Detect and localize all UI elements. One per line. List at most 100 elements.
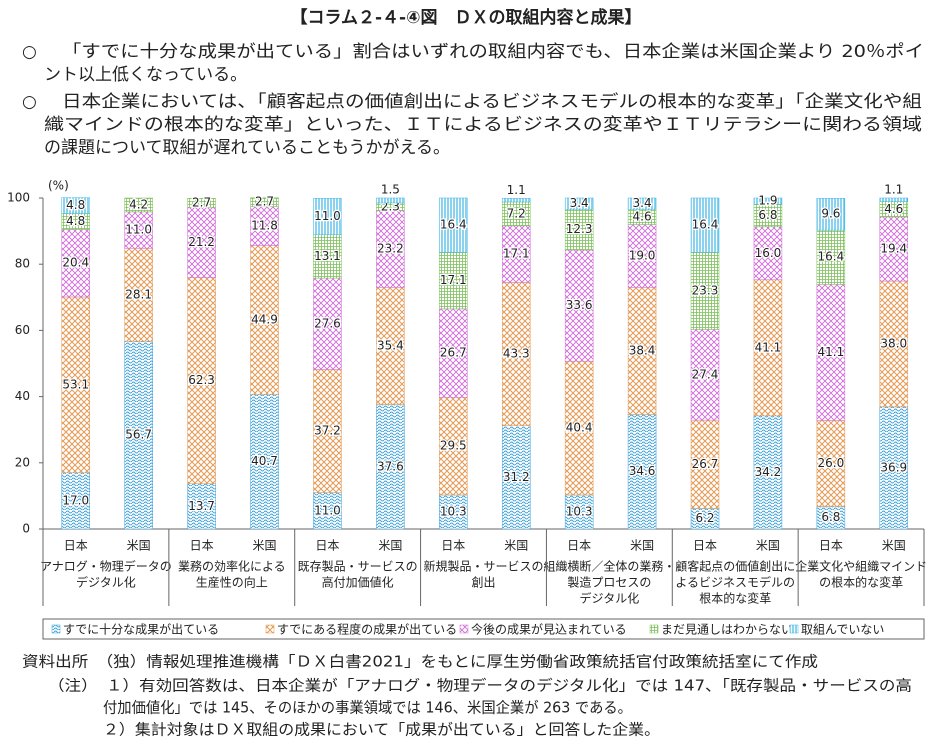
x-tick-label: 日本	[693, 539, 717, 553]
y-tick-label: 60	[15, 323, 30, 337]
x-tick-label: 米国	[378, 539, 402, 553]
bar-segment	[187, 483, 216, 530]
bar-segment	[187, 198, 216, 208]
bar-segment	[313, 369, 342, 493]
bar-segment	[753, 197, 783, 205]
group-label: 製造プロセスの	[567, 576, 651, 590]
bar-segment	[439, 494, 468, 530]
data-label: 16.4	[440, 218, 467, 232]
bar-segment	[313, 234, 342, 279]
group-label: の根本的な変革	[819, 575, 903, 590]
bar-segment	[627, 197, 657, 210]
data-label: 11.0	[314, 503, 341, 517]
data-label: 41.1	[818, 345, 845, 359]
data-label: 4.8	[66, 198, 85, 212]
bar-segment	[564, 249, 594, 362]
data-label: 3.4	[570, 196, 589, 210]
source: 資料出所 （独）情報処理推進機構「ＤＸ白書2021」をもとに厚生労働省政策統括官…	[22, 653, 818, 671]
group-label: 創出	[471, 576, 495, 590]
data-label: 4.6	[633, 209, 652, 223]
bar-segment	[501, 425, 531, 530]
data-label: 10.3	[440, 504, 467, 518]
y-tick-label: 100	[7, 191, 30, 205]
bar-segment	[564, 209, 594, 251]
group-label: 組織横断／全体の業務・	[543, 559, 675, 574]
y-axis-label: (%)	[48, 179, 69, 193]
bar-segment	[439, 397, 468, 496]
bar-segment	[690, 419, 720, 509]
bar-segment	[124, 341, 153, 530]
bar-segment	[753, 415, 783, 530]
data-label: 6.2	[695, 511, 714, 525]
group-label: 既存製品・サービスの	[298, 560, 418, 574]
x-tick-label: 米国	[882, 539, 906, 553]
y-tick-label: 40	[15, 389, 30, 403]
bar-segment	[501, 198, 531, 203]
data-label: 3.4	[633, 196, 652, 210]
data-label: 62.3	[188, 373, 215, 387]
data-label: 19.0	[629, 248, 656, 262]
x-tick-label: 米国	[127, 539, 151, 553]
bar-segment	[501, 225, 531, 283]
bar-segment	[250, 197, 279, 207]
bar-segment	[690, 252, 720, 330]
data-label: 2.7	[255, 195, 274, 209]
bullet-line: 日本企業においては、「顧客起点の価値創出によるビジネスモデルの根本的な変革」「企…	[62, 91, 922, 112]
data-label: 16.4	[692, 218, 719, 232]
data-label: 38.0	[880, 336, 907, 350]
data-label: 1.1	[884, 183, 903, 197]
data-label: 1.1	[507, 183, 526, 197]
data-label: 26.7	[440, 346, 467, 360]
bullet-line: 織マインドの根本的な変革」といった、ＩＴによるビジネスの変革やＩＴリテラシーに関…	[44, 115, 922, 135]
bar-segment	[816, 284, 846, 421]
data-label: 38.4	[629, 343, 656, 357]
data-label: 7.2	[507, 206, 526, 220]
bar-segment	[61, 472, 90, 530]
data-label: 26.7	[692, 457, 719, 471]
data-label: 23.2	[377, 241, 404, 255]
bar-segment	[816, 198, 846, 231]
data-label: 34.2	[755, 465, 782, 479]
data-label: 6.8	[758, 208, 777, 222]
bar-segment	[376, 210, 405, 288]
x-tick-label: 米国	[756, 539, 780, 553]
legend-swatch	[649, 624, 659, 634]
x-tick-label: 日本	[64, 539, 88, 553]
legend-swatch	[265, 624, 275, 634]
bar-segment	[627, 414, 657, 530]
data-label: 40.7	[251, 454, 278, 468]
legend-swatch	[51, 624, 61, 634]
bullet-line: 「すでに十分な成果が出ている」割合はいずれの取組内容でも、日本企業は米国企業より…	[62, 42, 924, 62]
bar-segment	[753, 279, 783, 417]
y-tick-label: 80	[15, 257, 30, 271]
bar-segment	[250, 245, 279, 395]
group-label: 顧客起点の価値創出に	[675, 559, 795, 574]
bar-segment	[816, 229, 846, 285]
note: （注） １）有効回答数は、日本企業が「アナログ・物理データのデジタル化」では 1…	[48, 677, 912, 695]
legend-label: まだ見通しはわからない	[661, 623, 793, 637]
data-label: 29.5	[440, 439, 467, 453]
data-label: 40.4	[566, 421, 593, 435]
x-tick-label: 日本	[441, 539, 465, 553]
bar-segment	[690, 197, 720, 253]
bar-segment	[564, 360, 594, 496]
x-tick-label: 米国	[630, 539, 654, 553]
data-label: 31.2	[503, 470, 530, 484]
bar-segment	[313, 492, 342, 530]
legend-swatch	[789, 624, 799, 634]
bar-segment	[564, 197, 594, 210]
data-label: 1.5	[381, 183, 400, 197]
bar-segment	[61, 197, 90, 214]
x-tick-label: 日本	[819, 539, 843, 553]
bar-segment	[439, 308, 468, 398]
group-label: 新規製品・サービスの	[423, 559, 543, 574]
x-tick-label: 日本	[190, 539, 214, 553]
data-label: 21.2	[188, 235, 215, 249]
bullet-marker: ○	[22, 92, 37, 112]
bar-segment	[627, 224, 657, 288]
group-label: 企業文化や組織マインド	[795, 559, 927, 574]
data-label: 17.0	[62, 493, 89, 507]
bar-segment	[376, 287, 405, 405]
bar-segment	[313, 277, 342, 370]
